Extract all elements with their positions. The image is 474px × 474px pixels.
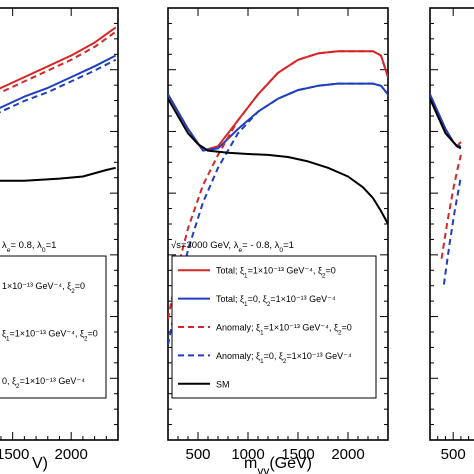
series-line-0-1 xyxy=(0,54,117,109)
series-line-0-3 xyxy=(0,58,117,114)
legend-box xyxy=(171,255,377,399)
legend-entry: SM xyxy=(216,379,230,389)
legend-entry: ξ1=1×10⁻¹³ GeV⁻⁴, ξ2=0 xyxy=(2,329,98,343)
series-line-1-0 xyxy=(168,50,388,152)
x-tick-label: 500 xyxy=(441,446,466,463)
series-line-2-2 xyxy=(430,98,462,150)
series-line-1-1 xyxy=(168,82,388,152)
legend-entry: 0, ξ2=1×10⁻¹³ GeV⁻⁴ xyxy=(2,376,85,390)
series-line-1-4 xyxy=(168,98,388,225)
x-axis-label: mγγ(GeV) xyxy=(244,455,312,474)
x-axis-label: V) xyxy=(32,455,48,472)
legend-entry: Anomaly; ξ1=0, ξ2=1×10⁻¹³ GeV⁻⁴ xyxy=(216,351,352,365)
x-tick-label: 2000 xyxy=(331,446,364,463)
series-line-2-1 xyxy=(430,93,461,148)
panel-right: 500 xyxy=(429,7,474,463)
series-line-2-3 xyxy=(440,154,462,259)
series-line-0-0 xyxy=(0,26,117,90)
series-group xyxy=(0,26,117,182)
legend-entry: 1×10⁻¹³ GeV⁻⁴, ξ2=0 xyxy=(2,281,85,295)
series-group xyxy=(168,50,388,346)
y-ticks xyxy=(430,22,438,426)
series-line-2-4 xyxy=(442,176,462,285)
series-line-0-4 xyxy=(0,166,116,182)
legend: Total; ξ1=1×10⁻¹³ GeV⁻⁴, ξ2=0 Total; ξ1=0… xyxy=(171,255,377,399)
series-line-1-3 xyxy=(168,82,388,346)
x-tick-label: 1500 xyxy=(0,446,29,463)
legend-box xyxy=(0,255,107,399)
panel-center: 500 1000 1500 2000 mγγ(GeV) √s=3000 GeV, λe= … xyxy=(167,7,389,474)
legend-entry: Total; ξ1=1×10⁻¹³ GeV⁻⁴, ξ2=0 xyxy=(216,266,336,280)
legend: 1×10⁻¹³ GeV⁻⁴, ξ2=0 ξ1=1×10⁻¹³ GeV⁻⁴, ξ2=… xyxy=(0,255,107,399)
x-tick-label: 1000 xyxy=(231,446,264,463)
x-tick-label: 500 xyxy=(185,446,210,463)
series-line-2-0 xyxy=(430,93,462,148)
annotation: λe= 0.8, λ0=1 xyxy=(2,240,56,254)
y-ticks xyxy=(110,22,118,426)
series-group xyxy=(430,93,462,285)
x-tick-label: 1500 xyxy=(281,446,314,463)
x-tick-label: 2000 xyxy=(54,446,87,463)
legend-entry: Anomaly; ξ1=1×10⁻¹³ GeV⁻⁴, ξ2=0 xyxy=(216,323,352,337)
annotation: √s=3000 GeV, λe= - 0.8, λ0=1 xyxy=(171,240,294,254)
legend-entry: Total; ξ1=0, ξ2=1×10⁻¹³ GeV⁻⁴ xyxy=(216,294,336,308)
series-line-1-2 xyxy=(168,50,388,320)
